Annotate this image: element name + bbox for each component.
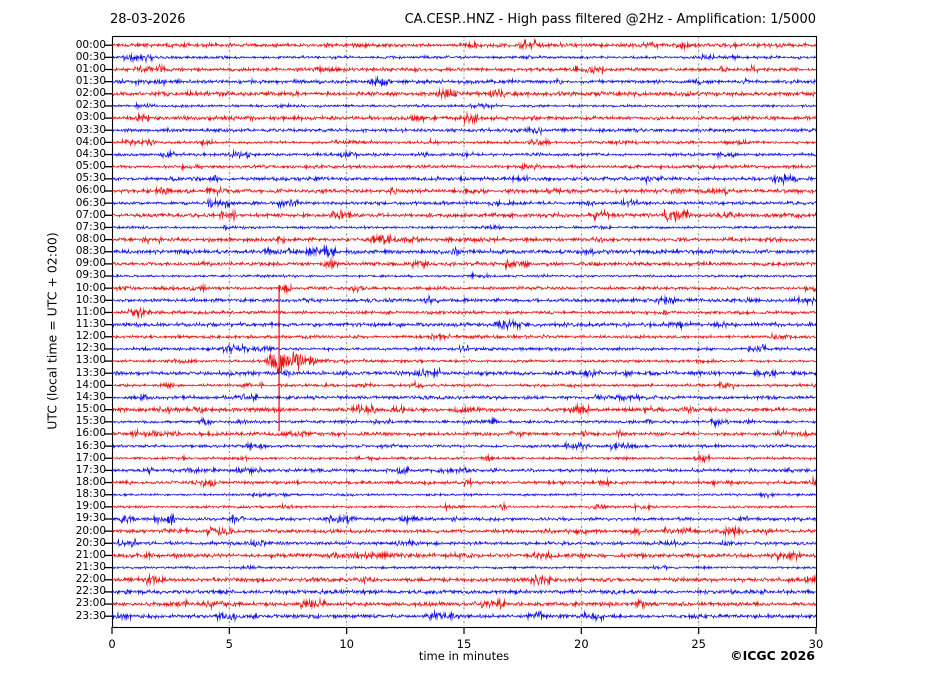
y-axis-tick-label: 00:30 [75,50,106,63]
y-axis-tick-label: 11:30 [75,318,106,331]
y-axis-tick-label: 12:30 [75,342,106,355]
y-axis-tick-label: 07:00 [75,208,106,221]
y-axis-tick-label: 17:30 [75,463,106,476]
y-axis-tick-label: 15:30 [75,415,106,428]
y-axis-tick-label: 09:30 [75,269,106,282]
x-axis-tick-label: 20 [574,637,589,651]
y-axis-tick-label: 10:00 [75,281,106,294]
x-axis-tick-label: 30 [808,637,824,651]
y-axis-tick-label: 18:30 [75,488,106,501]
x-axis-tick-label: 0 [108,637,116,651]
y-axis-tick-label: 05:30 [75,172,106,185]
y-axis-tick-label: 13:00 [75,354,106,367]
y-axis-tick-label: 01:30 [75,75,106,88]
y-axis-tick-label: 10:30 [75,293,106,306]
y-axis-tick-label: 02:30 [75,99,106,112]
y-axis-tick-label: 04:00 [75,135,106,148]
y-axis-tick-label: 19:00 [75,500,106,513]
y-axis-label: UTC (local time = UTC + 02:00) [44,232,60,430]
x-axis-tick-label: 15 [456,637,472,651]
y-axis-tick-label: 18:00 [75,475,106,488]
y-axis-tick-label: 06:30 [75,196,106,209]
y-axis-tick-label: 16:00 [75,427,106,440]
y-axis-tick-label: 00:00 [75,38,106,51]
y-axis-tick-label: 21:00 [75,548,106,561]
y-axis-tick-label: 07:30 [75,220,106,233]
x-axis-tick-label: 25 [691,637,706,651]
x-axis-tick-label: 10 [339,637,354,651]
y-axis-tick-label: 22:00 [75,573,106,586]
x-axis-tick-label: 5 [225,637,233,651]
y-axis-tick-label: 11:00 [75,305,106,318]
y-axis-tick-label: 05:00 [75,160,106,173]
y-axis-tick-label: 12:00 [75,330,106,343]
y-axis-tick-label: 19:30 [75,512,106,525]
y-axis-tick-label: 08:00 [75,232,106,245]
y-axis-tick-label: 13:30 [75,366,106,379]
copyright-notice: ©ICGC 2026 [730,648,815,663]
y-axis-tick-label: 15:00 [75,403,106,416]
plot-title: CA.CESP..HNZ - High pass filtered @2Hz -… [404,12,816,27]
y-axis-tick-label: 16:30 [75,439,106,452]
y-axis-tick-label: 14:00 [75,378,106,391]
y-axis-tick-label: 09:00 [75,257,106,270]
y-axis-tick-label: 08:30 [75,245,106,258]
y-axis-tick-label: 06:00 [75,184,106,197]
y-axis-tick-label: 17:00 [75,451,106,464]
x-axis-label: time in minutes [418,649,510,663]
y-axis-tick-label: 22:30 [75,585,106,598]
header-date: 28-03-2026 [110,12,186,27]
y-axis-tick-label: 01:00 [75,62,106,75]
y-axis-tick-label: 03:30 [75,123,106,136]
y-axis-tick-label: 23:00 [75,597,106,610]
y-axis-tick-label: 14:30 [75,390,106,403]
y-axis-tick-label: 20:30 [75,536,106,549]
y-axis-tick-label: 03:00 [75,111,106,124]
y-axis-tick-label: 02:00 [75,87,106,100]
y-axis-tick-label: 04:30 [75,147,106,160]
y-axis-tick-label: 21:30 [75,561,106,573]
y-axis-tick-label: 23:30 [75,609,106,622]
y-axis-tick-label: 20:00 [75,524,106,537]
